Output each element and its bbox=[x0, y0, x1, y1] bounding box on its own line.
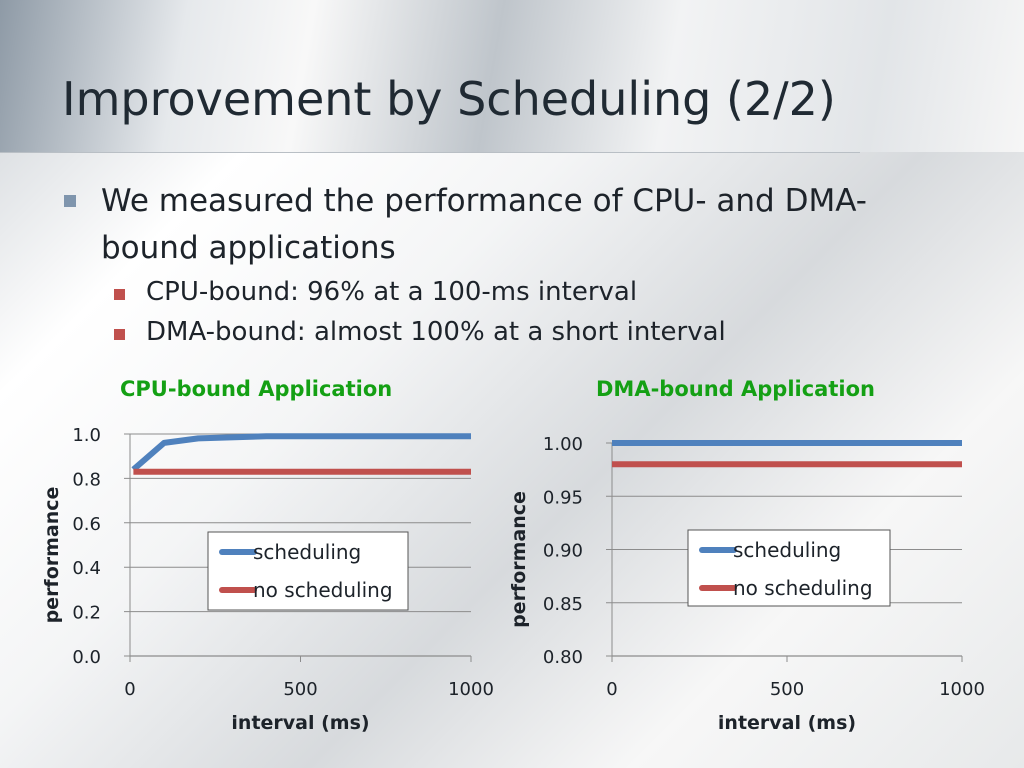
dma-legend-box bbox=[687, 529, 891, 607]
dma-x-tick-label: 1000 bbox=[939, 679, 985, 700]
dma-x-axis-label: interval (ms) bbox=[718, 712, 856, 734]
cpu-y-tick-label: 0.0 bbox=[72, 647, 101, 668]
cpu-x-tick-label: 0 bbox=[124, 679, 135, 700]
dma-y-tick-label: 0.80 bbox=[543, 647, 583, 668]
sub-bullet-cpu: CPU-bound: 96% at a 100-ms interval bbox=[146, 277, 638, 307]
dma-x-tick-label: 500 bbox=[770, 679, 804, 700]
dma-y-tick-label: 0.85 bbox=[543, 594, 583, 615]
cpu-y-tick-label: 0.6 bbox=[72, 514, 101, 535]
cpu-legend-label: no scheduling bbox=[253, 578, 393, 602]
cpu-x-axis-label: interval (ms) bbox=[231, 712, 369, 734]
title-background bbox=[0, 0, 1024, 152]
dma-x-tick-label: 0 bbox=[606, 679, 617, 700]
cpu-series-scheduling-line bbox=[131, 433, 471, 472]
cpu-y-tick-label: 0.2 bbox=[72, 603, 101, 624]
dma-legend-label: scheduling bbox=[733, 538, 841, 562]
dma-chart-title: DMA-bound Application bbox=[596, 377, 875, 401]
dma-legend-label: no scheduling bbox=[733, 576, 873, 600]
dma-y-tick-label: 1.00 bbox=[543, 434, 583, 455]
title-divider bbox=[0, 152, 860, 153]
sub-bullet-square-icon bbox=[114, 329, 125, 340]
cpu-y-tick-label: 1.0 bbox=[72, 425, 101, 446]
dma-y-tick-label: 0.95 bbox=[543, 487, 583, 508]
cpu-y-axis-label: performance bbox=[41, 487, 63, 624]
cpu-x-tick-label: 1000 bbox=[448, 679, 494, 700]
cpu-legend-box bbox=[207, 531, 409, 611]
sub-bullet-dma: DMA-bound: almost 100% at a short interv… bbox=[146, 317, 726, 347]
bullet-square-icon bbox=[64, 195, 76, 207]
slide-title: Improvement by Scheduling (2/2) bbox=[62, 72, 836, 126]
cpu-y-tick-label: 0.8 bbox=[72, 469, 101, 490]
cpu-legend-label: scheduling bbox=[253, 540, 361, 564]
cpu-y-tick-label: 0.4 bbox=[72, 558, 101, 579]
dma-y-tick-label: 0.90 bbox=[543, 541, 583, 562]
dma-y-axis-label: performance bbox=[508, 491, 530, 628]
cpu-chart-title: CPU-bound Application bbox=[120, 377, 393, 401]
bullet-main-text: We measured the performance of CPU- and … bbox=[101, 183, 867, 266]
sub-bullet-square-icon bbox=[114, 289, 125, 300]
cpu-x-tick-label: 500 bbox=[283, 679, 317, 700]
